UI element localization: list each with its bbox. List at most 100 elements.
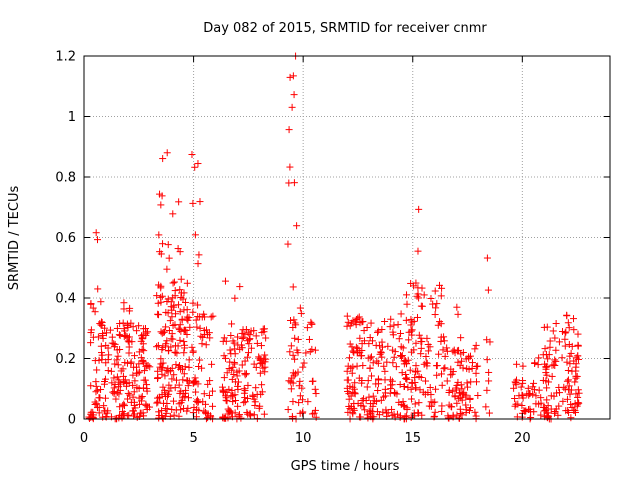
scatter-point [390,321,398,329]
scatter-point [179,376,187,384]
scatter-point [571,378,579,386]
scatter-point [93,366,101,374]
scatter-point [349,347,357,355]
scatter-point [471,408,479,416]
scatter-point [524,384,532,392]
scatter-point [177,399,185,407]
scatter-point [565,382,573,390]
scatter-point [565,386,573,394]
scatter-point [444,414,452,422]
scatter-point [354,399,362,407]
scatter-point [544,378,552,386]
scatter-point [101,394,109,402]
scatter-point [221,354,229,362]
scatter-point [287,378,295,386]
scatter-point [195,251,203,259]
scatter-point [108,379,116,387]
scatter-point [378,326,386,334]
scatter-point [130,363,138,371]
scatter-point [226,407,234,415]
scatter-point [116,411,124,419]
scatter-point [123,395,131,403]
scatter-point [289,369,297,377]
scatter-point [456,405,464,413]
scatter-point [412,362,420,370]
scatter-point [553,389,561,397]
scatter-point [399,344,407,352]
scatter-point [383,358,391,366]
scatter-point [415,294,423,302]
scatter-point [407,413,415,421]
scatter-point [111,360,119,368]
scatter-point [346,322,354,330]
scatter-point [258,381,266,389]
scatter-point [159,240,167,248]
scatter-point [552,320,560,328]
scatter-point [374,327,382,335]
scatter-point [188,150,196,158]
scatter-point [474,391,482,399]
scatter-point [262,355,270,363]
scatter-point [285,126,293,134]
scatter-point [225,365,233,373]
scatter-point [180,338,188,346]
scatter-point [455,346,463,354]
scatter-point [136,368,144,376]
scatter-point [255,404,263,412]
scatter-point [555,338,563,346]
scatter-point [441,352,449,360]
scatter-point [157,298,165,306]
scatter-point [243,408,251,416]
scatter-point [537,411,545,419]
scatter-point [387,315,395,323]
scatter-point [289,398,297,406]
y-tick-label: 0 [68,413,76,428]
scatter-point [176,286,184,294]
scatter-point [563,312,571,320]
axis-ticks [83,55,610,420]
scatter-point [156,394,164,402]
scatter-point [360,395,368,403]
scatter-point [563,358,571,366]
scatter-point [431,311,439,319]
scatter-point [575,389,583,397]
scatter-point [219,386,227,394]
scatter-point [234,402,242,410]
scatter-point [567,349,575,357]
scatter-point [93,236,101,244]
scatter-point [574,393,582,401]
scatter-point [289,351,297,359]
scatter-point [162,409,170,417]
scatter-point [95,409,103,417]
scatter-point [567,414,575,422]
scatter-point [472,369,480,377]
x-tick-label: 20 [514,431,531,446]
scatter-point [462,401,470,409]
scatter-point [466,395,474,403]
scatter-point [238,361,246,369]
scatter-point [89,333,97,341]
scatter-point [219,337,227,345]
scatter-point [97,298,105,306]
scatter-point [140,347,148,355]
scatter-point [194,380,202,388]
scatter-point [302,349,310,357]
scatter-point [532,392,540,400]
scatter-point [175,198,183,206]
scatter-point [572,372,580,380]
scatter-point [157,328,165,336]
scatter-point [458,385,466,393]
scatter-point [183,330,191,338]
scatter-point [426,343,434,351]
scatter-point [159,383,167,391]
scatter-point [562,407,570,415]
scatter-point [291,334,299,342]
scatter-point [523,390,531,398]
scatter-point [542,363,550,371]
scatter-point [104,367,112,375]
scatter-point [239,326,247,334]
scatter-point [398,369,406,377]
scatter-point [457,394,465,402]
scatter-point [196,324,204,332]
scatter-point [574,400,582,408]
